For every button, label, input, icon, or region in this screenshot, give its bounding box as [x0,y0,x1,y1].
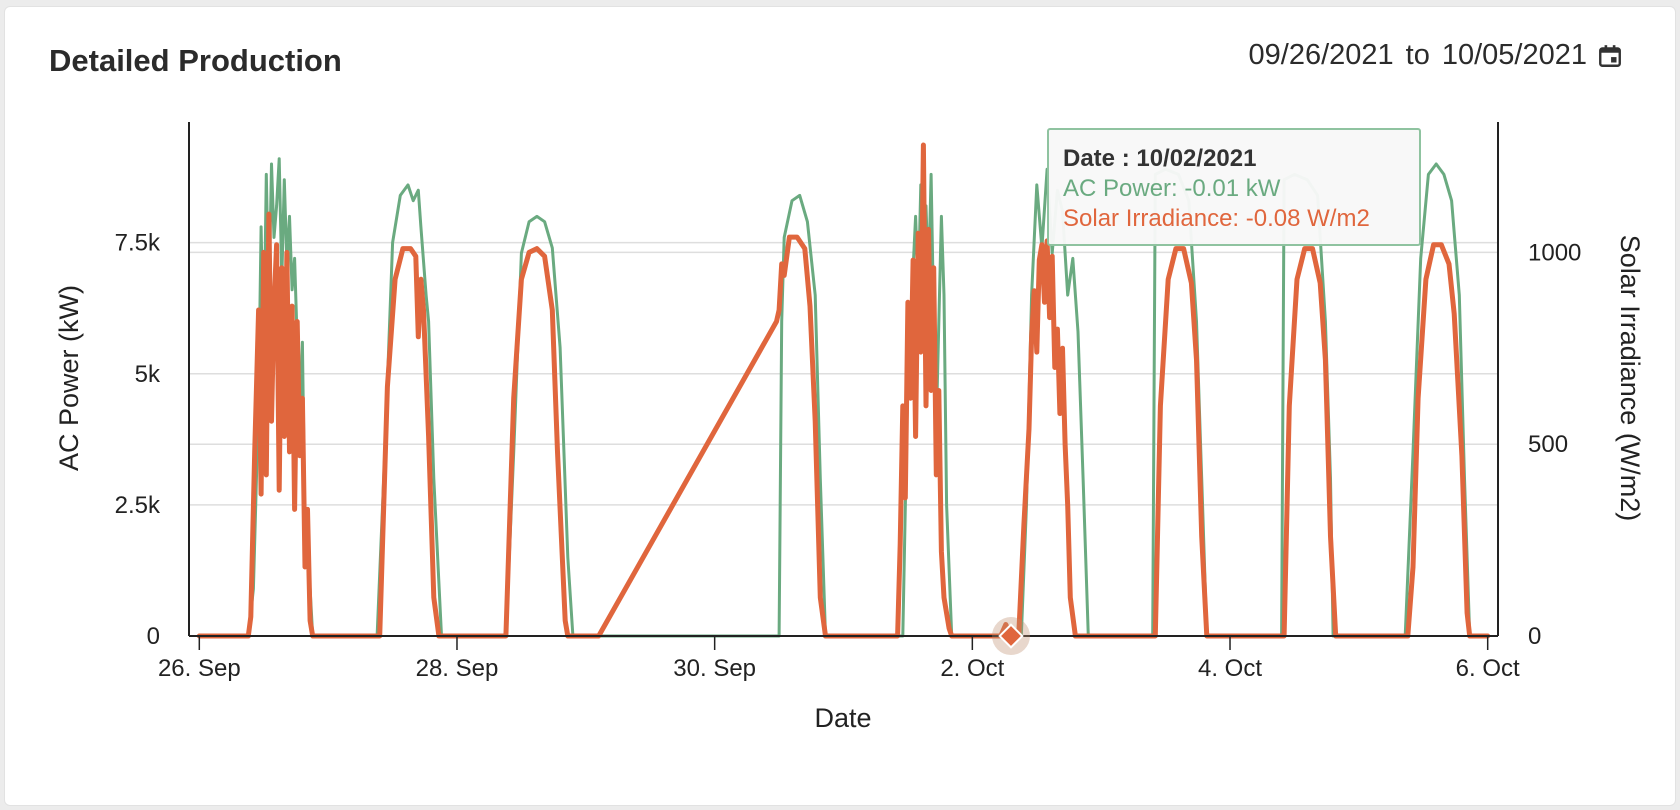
x-axis-title: Date [814,703,871,733]
date-range-picker[interactable]: 09/26/2021 to 10/05/2021 [1249,39,1624,72]
x-tick-label-3: 2. Oct [940,655,1004,682]
y-right-axis-ticks: 0 500 1000 [1528,239,1581,650]
date-to: 10/05/2021 [1441,39,1587,71]
y-right-tick-label-0: 0 [1528,623,1541,650]
x-tick-label-0: 26. Sep [158,655,241,682]
y-right-tick-label-2: 1000 [1528,239,1581,266]
chart-axes [188,122,1499,637]
tooltip-date: Date : 10/02/2021 [1063,145,1257,172]
date-separator: to [1405,39,1430,71]
x-tick-label-4: 4. Oct [1198,655,1262,682]
y-left-axis-ticks: 0 2.5k 5k 7.5k [115,230,161,650]
x-tick-label-2: 30. Sep [673,655,756,682]
solar-irradiance-line [196,142,1491,639]
hover-marker [991,617,1030,656]
y-right-axis-title: Solar Irradiance (W/m2) [1615,235,1645,522]
y-left-tick-label-1: 2.5k [115,492,161,519]
y-right-tick-label-1: 500 [1528,431,1568,458]
x-axis-ticks: 26. Sep 28. Sep 30. Sep 2. Oct 4. Oct 6. Oct [158,636,1520,682]
y-left-tick-label-0: 0 [147,623,160,650]
chart-tooltip: Date : 10/02/2021 AC Power: -0.01 kW Sol… [1047,128,1421,246]
y-left-tick-label-3: 7.5k [115,230,161,257]
tooltip-ac-power: AC Power: -0.01 kW [1063,175,1281,202]
tooltip-irradiance: Solar Irradiance: -0.08 W/m2 [1063,205,1370,232]
date-from: 09/26/2021 [1248,39,1394,71]
x-tick-label-1: 28. Sep [416,655,499,682]
page-title: Detailed Production [49,43,342,78]
irradiance-series [196,142,1491,639]
calendar-icon[interactable] [1597,43,1623,69]
y-left-axis-title: AC Power (kW) [54,285,84,471]
y-left-tick-label-2: 5k [135,361,161,388]
hover-point [998,623,1024,649]
x-tick-label-5: 6. Oct [1456,655,1520,682]
